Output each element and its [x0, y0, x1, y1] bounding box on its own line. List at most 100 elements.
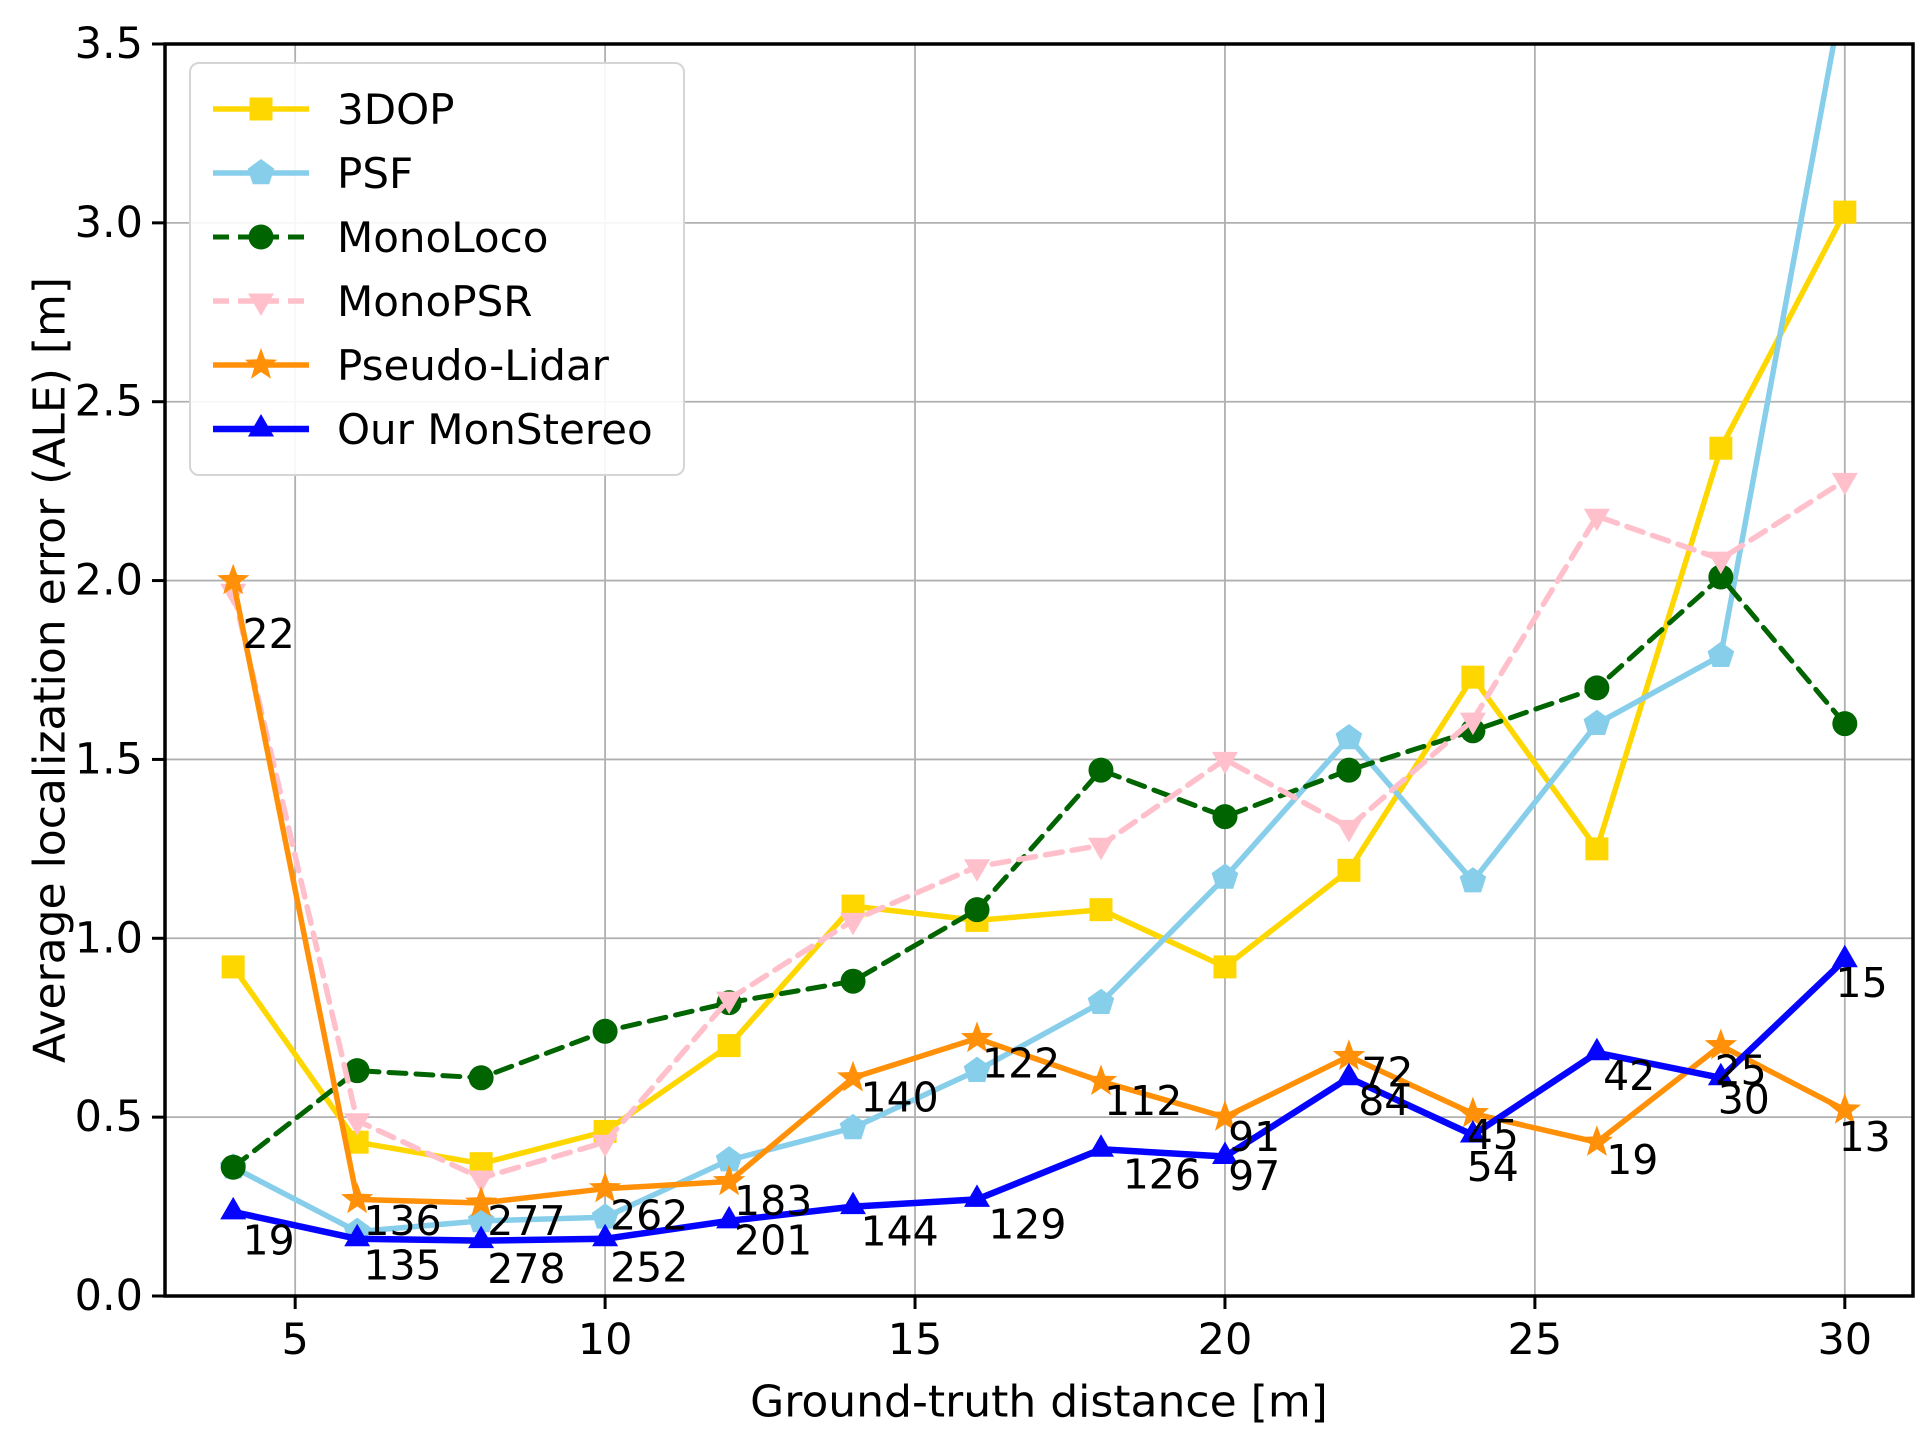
marker-square [841, 894, 865, 918]
legend-item-monopsr: MonoPSR [211, 276, 653, 326]
count-annotation: 15 [1836, 959, 1888, 1007]
marker-star [1332, 1039, 1366, 1071]
y-tick-label: 0.5 [75, 1092, 143, 1142]
marker-triangle-up [1088, 1134, 1114, 1157]
marker-circle [1708, 564, 1734, 590]
count-annotation: 252 [610, 1243, 688, 1291]
series-Our-MonStereo [220, 944, 1858, 1249]
marker-circle [344, 1058, 370, 1084]
marker-pentagon [1087, 988, 1115, 1014]
marker-triangle-down [344, 1113, 371, 1136]
marker-triangle-up [964, 1184, 990, 1207]
marker-triangle-up [1335, 1062, 1362, 1086]
x-tick-label: 30 [1817, 1315, 1872, 1365]
marker-pentagon [1211, 863, 1239, 889]
marker-triangle-up [1707, 1062, 1734, 1086]
legend-item-psf: PSF [211, 148, 653, 198]
marker-star [836, 1060, 870, 1092]
marker-circle [1212, 804, 1238, 830]
count-annotation: 122 [982, 1040, 1060, 1088]
legend-swatch [213, 224, 309, 250]
marker-square [1585, 837, 1609, 861]
legend-swatch [213, 293, 309, 316]
series-line [230, 477, 1848, 1181]
legend-item-3dop: 3DOP [211, 84, 653, 134]
count-annotation: 277 [487, 1197, 565, 1245]
marker-triangle-down [716, 991, 743, 1015]
legend-item-monoloco: MonoLoco [211, 212, 653, 262]
legend-label: Our MonStereo [337, 404, 653, 454]
x-axis-label: Ground-truth distance [m] [750, 1376, 1328, 1428]
count-annotation: 54 [1467, 1143, 1519, 1191]
marker-square [345, 1130, 369, 1154]
y-tick-label: 2.5 [75, 377, 143, 427]
count-annotation: 30 [1718, 1075, 1770, 1123]
x-tick-label: 15 [888, 1315, 943, 1365]
legend-swatch [213, 159, 309, 185]
count-annotation: 144 [861, 1208, 939, 1256]
count-annotation: 91 [1228, 1113, 1280, 1161]
count-annotation: 22 [243, 610, 295, 658]
marker-triangle-up [840, 1191, 866, 1215]
legend-item-pseudo-lidar: Pseudo-Lidar [211, 340, 653, 390]
marker-square [1213, 955, 1237, 979]
marker-triangle-down [840, 912, 866, 936]
y-tick-label: 1.5 [75, 734, 143, 784]
marker-square [221, 955, 245, 979]
marker-star [465, 1186, 498, 1217]
marker-triangle-up [220, 1196, 247, 1220]
marker-triangle-up [344, 1223, 371, 1247]
count-annotation: 112 [1104, 1077, 1182, 1125]
marker-triangle-down [1459, 712, 1486, 736]
count-annotation: 13 [1839, 1113, 1891, 1161]
x-tick-label: 20 [1198, 1315, 1253, 1365]
marker-pentagon [1335, 724, 1363, 750]
series-line [230, 574, 1848, 1170]
marker-circle [1832, 711, 1858, 737]
marker-triangle-up [248, 414, 274, 437]
marker-star [1456, 1096, 1490, 1128]
marker-triangle-down [964, 859, 990, 882]
marker-triangle-up [592, 1223, 619, 1247]
count-annotation: 201 [734, 1217, 812, 1265]
marker-star [244, 348, 278, 379]
marker-square [1709, 436, 1733, 460]
series-PSF [219, 44, 1837, 1243]
x-tick-labels: 5 10 15 20 25 30 [281, 1315, 1872, 1365]
legend-label: Pseudo-Lidar [337, 340, 609, 390]
marker-pentagon [1459, 867, 1487, 893]
marker-square [717, 1034, 741, 1058]
marker-square [1461, 665, 1485, 689]
marker-square [469, 1152, 493, 1176]
count-annotation: 19 [243, 1217, 295, 1265]
x-tick-label: 10 [578, 1315, 633, 1365]
legend: 3DOP PSF MonoLoco MonoPSR Pseudo-Lidar Our Mo… [189, 62, 685, 476]
marker-triangle-down [1088, 837, 1114, 861]
count-annotation: 45 [1467, 1111, 1519, 1159]
marker-circle [248, 224, 274, 250]
marker-square [1089, 898, 1113, 922]
series-line [229, 956, 1849, 1244]
count-annotation: 140 [861, 1074, 939, 1122]
legend-swatch [213, 414, 309, 437]
marker-square [1833, 200, 1857, 224]
count-annotation: 183 [734, 1177, 812, 1225]
legend-label: MonoPSR [337, 276, 533, 326]
count-annotation: 129 [988, 1201, 1066, 1249]
marker-star [712, 1164, 746, 1196]
marker-circle [1088, 757, 1114, 783]
marker-pentagon [963, 1056, 991, 1082]
series-Pseudo-Lidar [217, 563, 1861, 1217]
series-MonoPSR [220, 472, 1858, 1193]
marker-square [1337, 858, 1361, 882]
x-tick-label: 25 [1508, 1315, 1563, 1365]
marker-star [1580, 1125, 1613, 1156]
marker-triangle-down [248, 293, 274, 316]
legend-label: MonoLoco [337, 212, 549, 262]
marker-pentagon [1707, 641, 1735, 667]
y-axis-label: Average localization error (ALE) [m] [24, 276, 76, 1064]
y-tick-label: 3.5 [75, 19, 143, 69]
marker-circle [1584, 675, 1610, 701]
y-tick-label: 1.0 [75, 913, 143, 963]
